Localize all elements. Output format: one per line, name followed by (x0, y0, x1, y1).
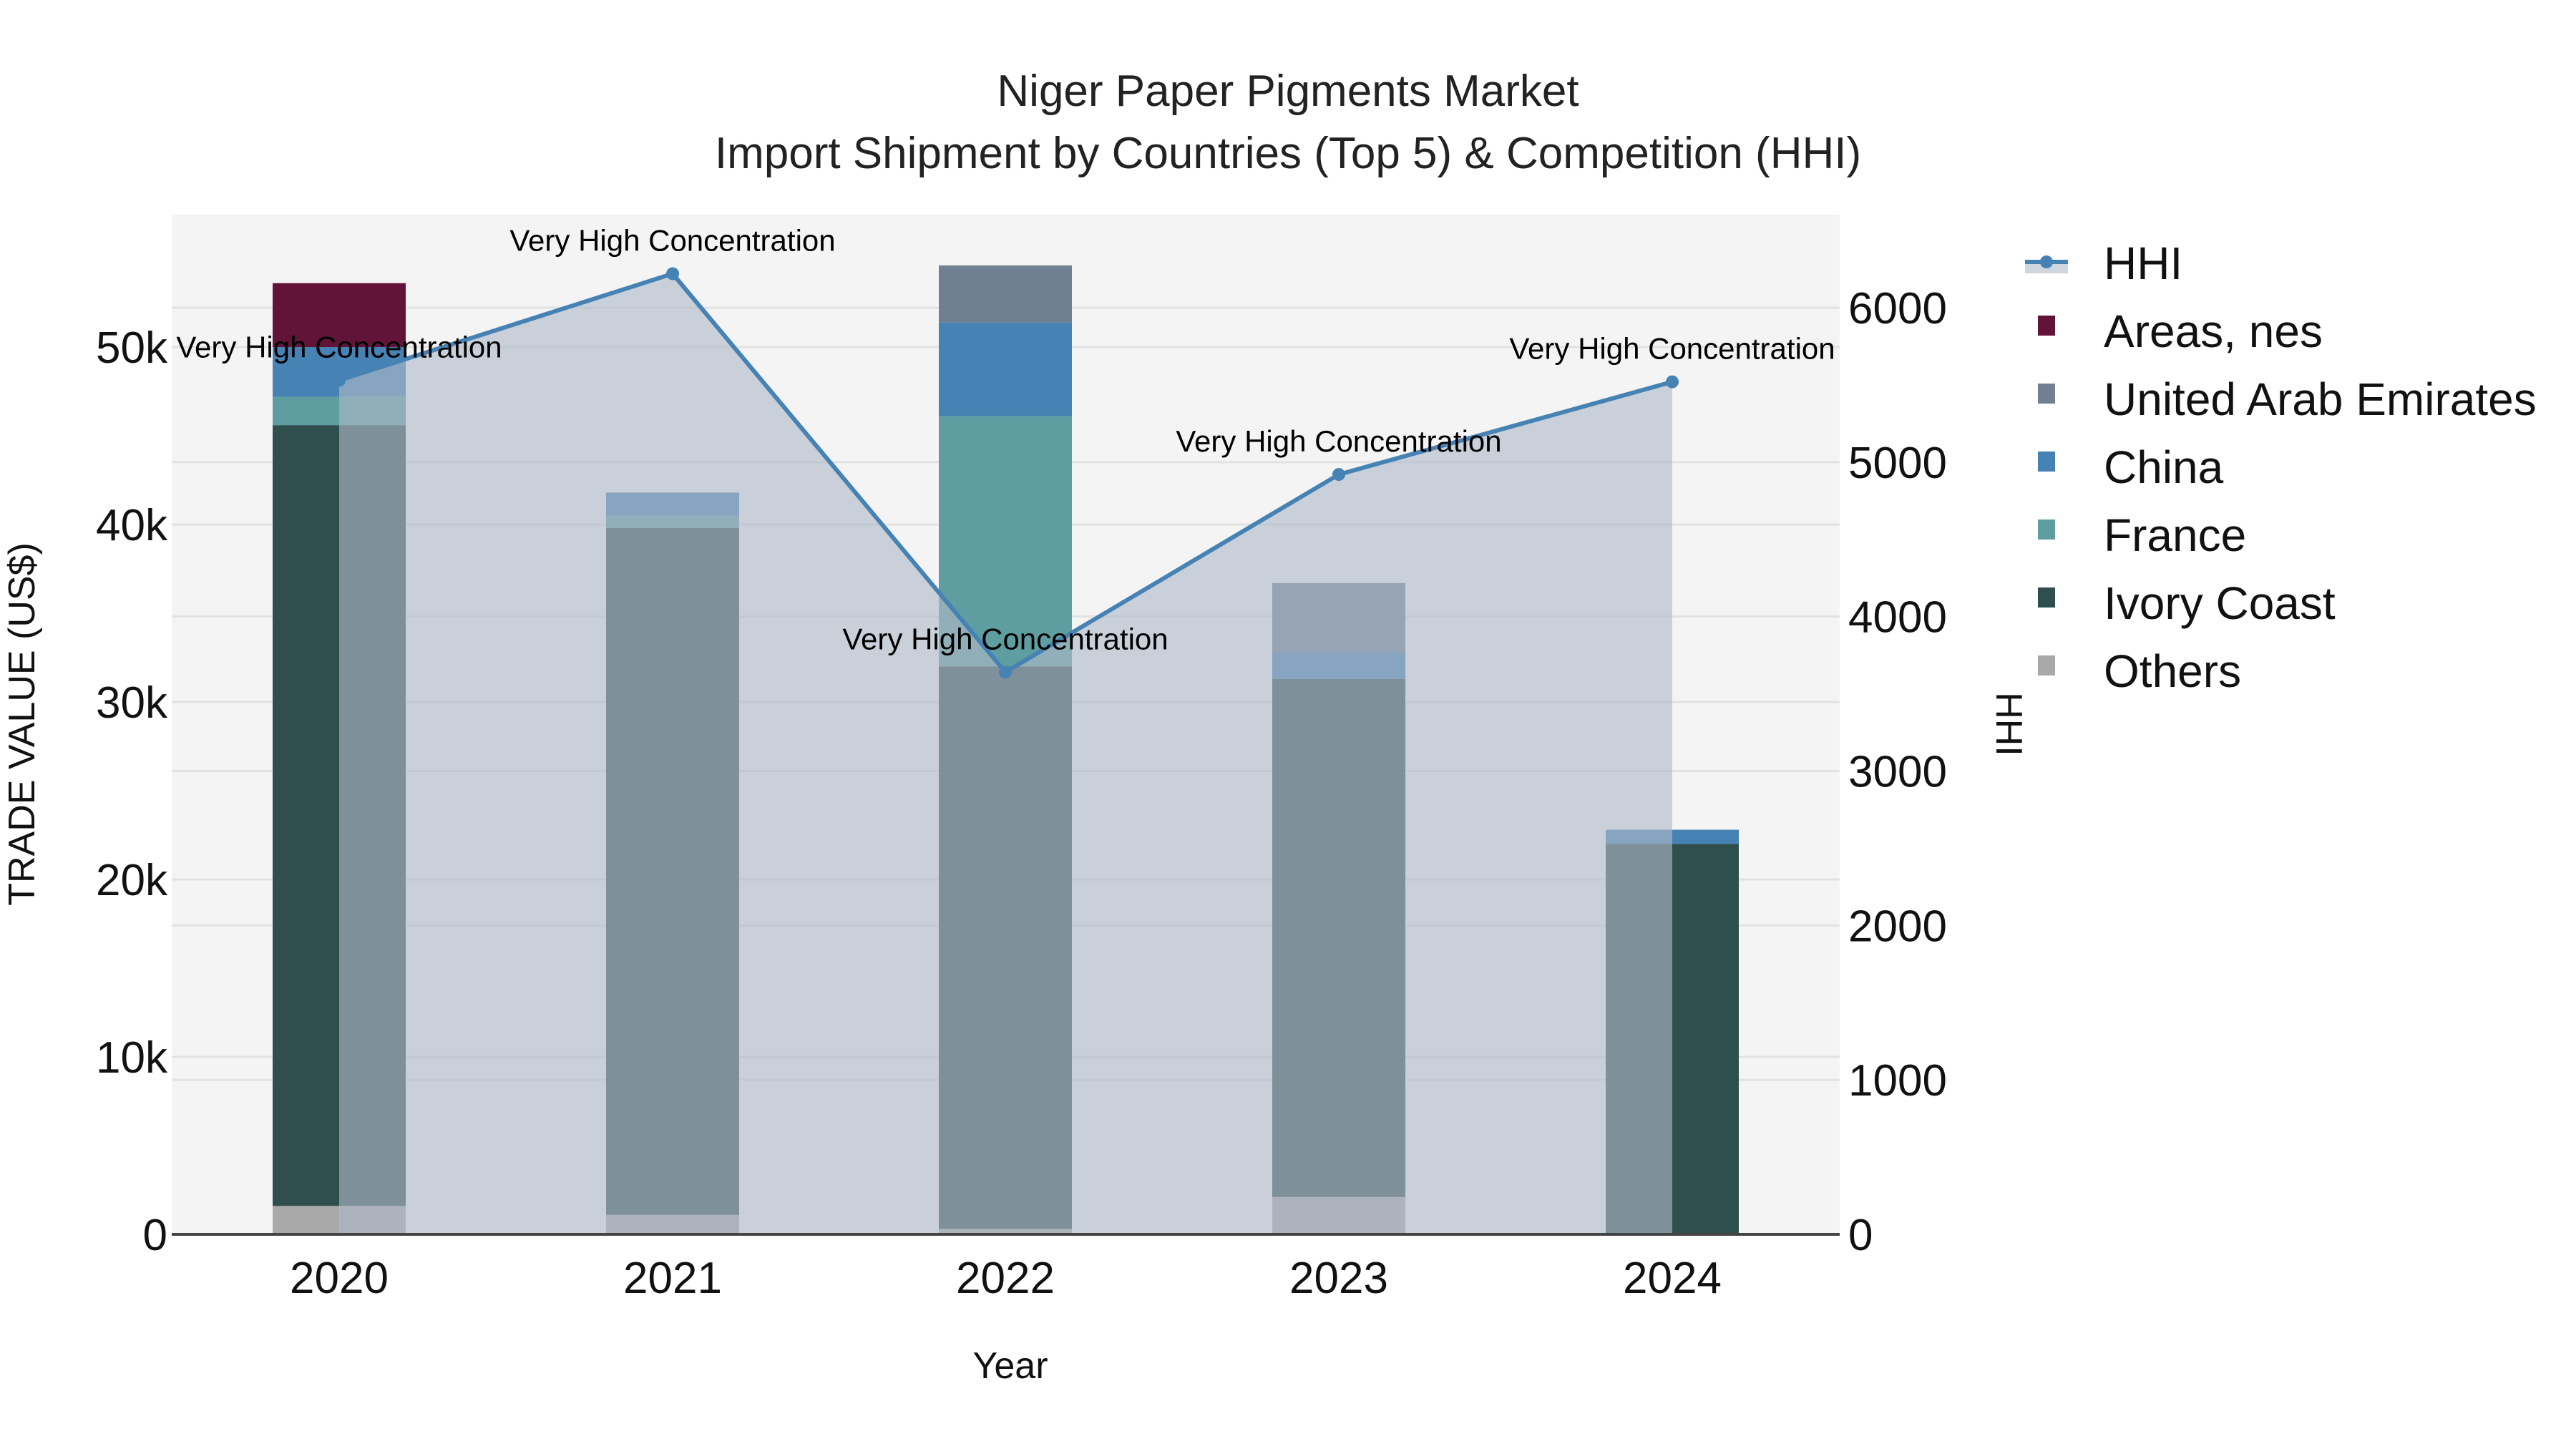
legend-swatch (2038, 655, 2055, 675)
legend-item-areas-nes[interactable]: Areas, nes (2038, 306, 2323, 357)
hhi-marker-2023[interactable] (1332, 468, 1345, 482)
x-axis-title: Year (972, 1345, 1048, 1387)
x-tick-label: 2020 (290, 1254, 389, 1303)
hhi-marker-2024[interactable] (1666, 375, 1679, 389)
hhi-annotation: Very High Concentration (176, 330, 502, 364)
legend-marker-icon (2040, 255, 2053, 268)
y-right-tick-label: 0 (1848, 1211, 1873, 1260)
legend-swatch (2038, 519, 2055, 540)
y-left-tick-label: 50k (96, 323, 168, 373)
legend-label: Others (2104, 645, 2241, 697)
legend-item-others[interactable]: Others (2038, 645, 2241, 697)
hhi-marker-2022[interactable] (999, 665, 1012, 679)
legend-label: France (2104, 509, 2246, 561)
y-left-tick-label: 40k (96, 501, 168, 550)
bar-segment-china[interactable] (939, 322, 1072, 416)
y-right-tick-label: 3000 (1848, 748, 1947, 797)
hhi-area (339, 273, 1672, 1235)
chart-title-line1: Niger Paper Pigments Market (997, 67, 1579, 116)
legend-swatch (2038, 452, 2055, 472)
legend-label: HHI (2104, 238, 2182, 289)
legend-item-china[interactable]: China (2038, 441, 2224, 493)
y-left-tick-label: 10k (96, 1033, 168, 1083)
y-right-axis-title: HHI (1988, 692, 2029, 756)
y-left-axis-title: TRADE VALUE (US$) (1, 542, 43, 906)
hhi-annotation: Very High Concentration (1509, 332, 1835, 366)
legend-item-ivory-coast[interactable]: Ivory Coast (2038, 577, 2336, 629)
x-tick-label: 2024 (1623, 1254, 1722, 1303)
y-right-tick-label: 6000 (1848, 284, 1947, 333)
y-right-tick-label: 2000 (1848, 902, 1947, 951)
legend-label: Ivory Coast (2104, 577, 2336, 629)
bar-segment-united-arab-emirates[interactable] (939, 265, 1072, 323)
hhi-annotation: Very High Concentration (842, 622, 1168, 655)
y-right-tick-label: 4000 (1848, 593, 1947, 643)
legend-swatch (2038, 316, 2055, 336)
legend-swatch (2038, 587, 2055, 608)
legend-swatch (2038, 384, 2055, 404)
chart-title-line2: Import Shipment by Countries (Top 5) & C… (715, 129, 1861, 178)
x-tick-label: 2021 (623, 1254, 722, 1303)
y-left-tick-label: 20k (96, 856, 168, 905)
hhi-marker-2020[interactable] (333, 374, 346, 387)
legend-item-united-arab-emirates[interactable]: United Arab Emirates (2038, 374, 2537, 425)
hhi-marker-2021[interactable] (666, 267, 679, 280)
y-right-tick-label: 1000 (1848, 1056, 1947, 1106)
legend-item-france[interactable]: France (2038, 509, 2246, 561)
y-right-tick-label: 5000 (1848, 439, 1947, 488)
y-left-tick-label: 0 (143, 1211, 167, 1260)
legend-label: United Arab Emirates (2104, 374, 2537, 425)
hhi-annotation: Very High Concentration (509, 224, 835, 258)
legend-item-hhi[interactable]: HHI (2025, 238, 2182, 289)
y-left-tick-label: 30k (96, 678, 168, 728)
x-tick-label: 2023 (1289, 1254, 1388, 1303)
plot-area: Very High Concentration Very High Concent… (96, 215, 1947, 1303)
legend: HHI Areas, nes United Arab Emirates China Fr… (2025, 238, 2537, 697)
legend-label: Areas, nes (2104, 306, 2323, 357)
bar-segment-areas-nes[interactable] (273, 283, 406, 347)
legend-label: China (2104, 441, 2224, 493)
hhi-annotation: Very High Concentration (1176, 424, 1501, 458)
x-tick-label: 2022 (956, 1254, 1055, 1303)
